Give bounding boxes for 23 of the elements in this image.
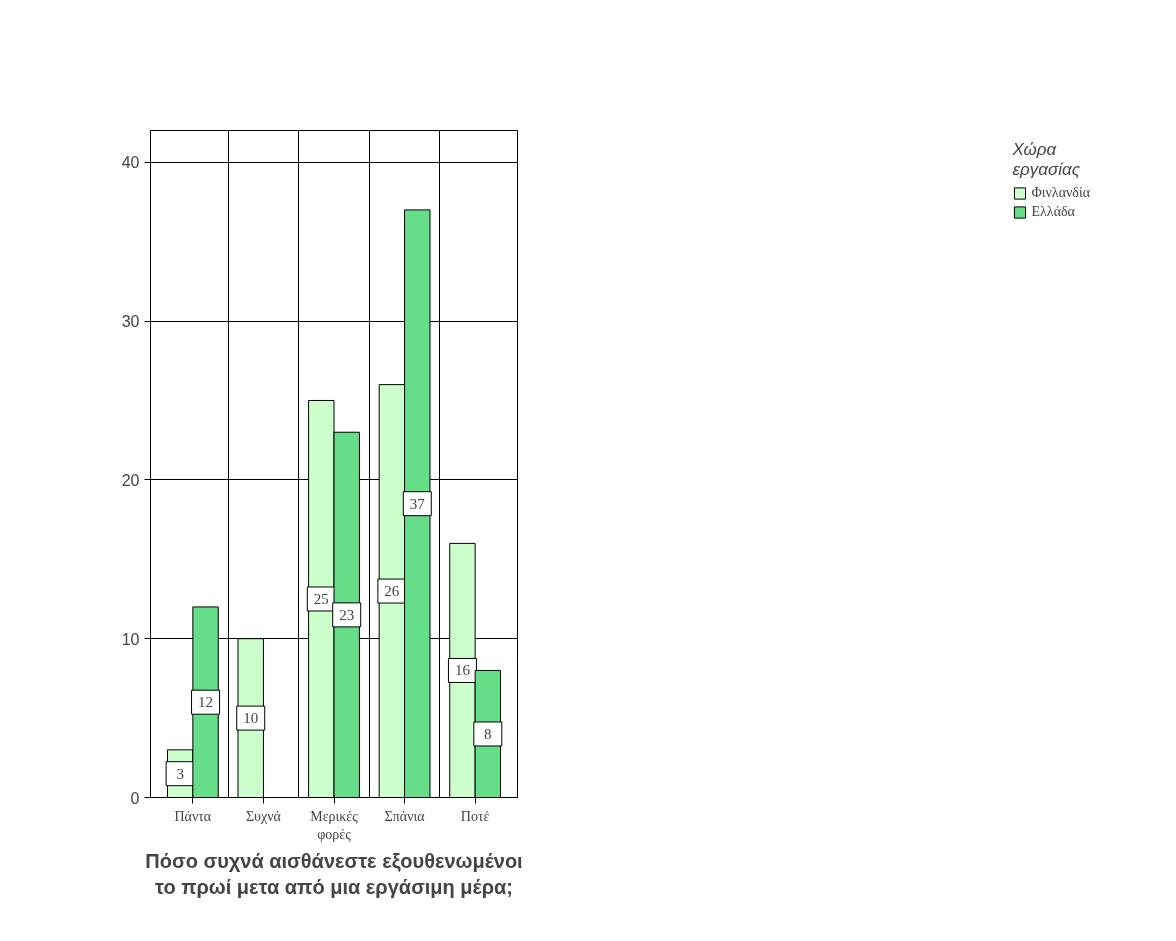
y-tick-label: 10 xyxy=(121,630,140,648)
data-label: 16 xyxy=(454,662,471,679)
data-label: 10 xyxy=(243,710,259,727)
data-label: 37 xyxy=(409,495,426,512)
legend-title: Χώρα εργασίας xyxy=(1012,140,1081,180)
x-tick-label: Μερικές φορές xyxy=(310,808,359,842)
y-tick-label: 0 xyxy=(130,789,140,807)
x-axis-title: Πόσο συχνά αισθάνεστε εξουθενωμένοι το πρωί μετα από μια εργάσιμη μέρα; xyxy=(145,849,523,898)
legend-label: Φινλανδία xyxy=(1031,185,1090,201)
x-tick-label: Συχνά xyxy=(245,808,282,824)
data-label: 12 xyxy=(198,694,214,711)
x-tick-label: Σπάνια xyxy=(384,808,426,824)
legend-label: Ελλάδα xyxy=(1031,204,1075,220)
data-label: 23 xyxy=(339,606,355,623)
y-tick-label: 20 xyxy=(121,471,140,489)
data-label: 25 xyxy=(313,590,329,607)
data-label: 8 xyxy=(484,725,492,742)
data-label: 26 xyxy=(384,583,400,600)
x-tick-label: Πάντα xyxy=(174,808,212,824)
y-tick-label: 40 xyxy=(121,154,140,172)
y-tick-label: 30 xyxy=(121,313,140,331)
x-tick-label: Ποτέ xyxy=(460,808,490,824)
data-label: 3 xyxy=(176,765,184,782)
